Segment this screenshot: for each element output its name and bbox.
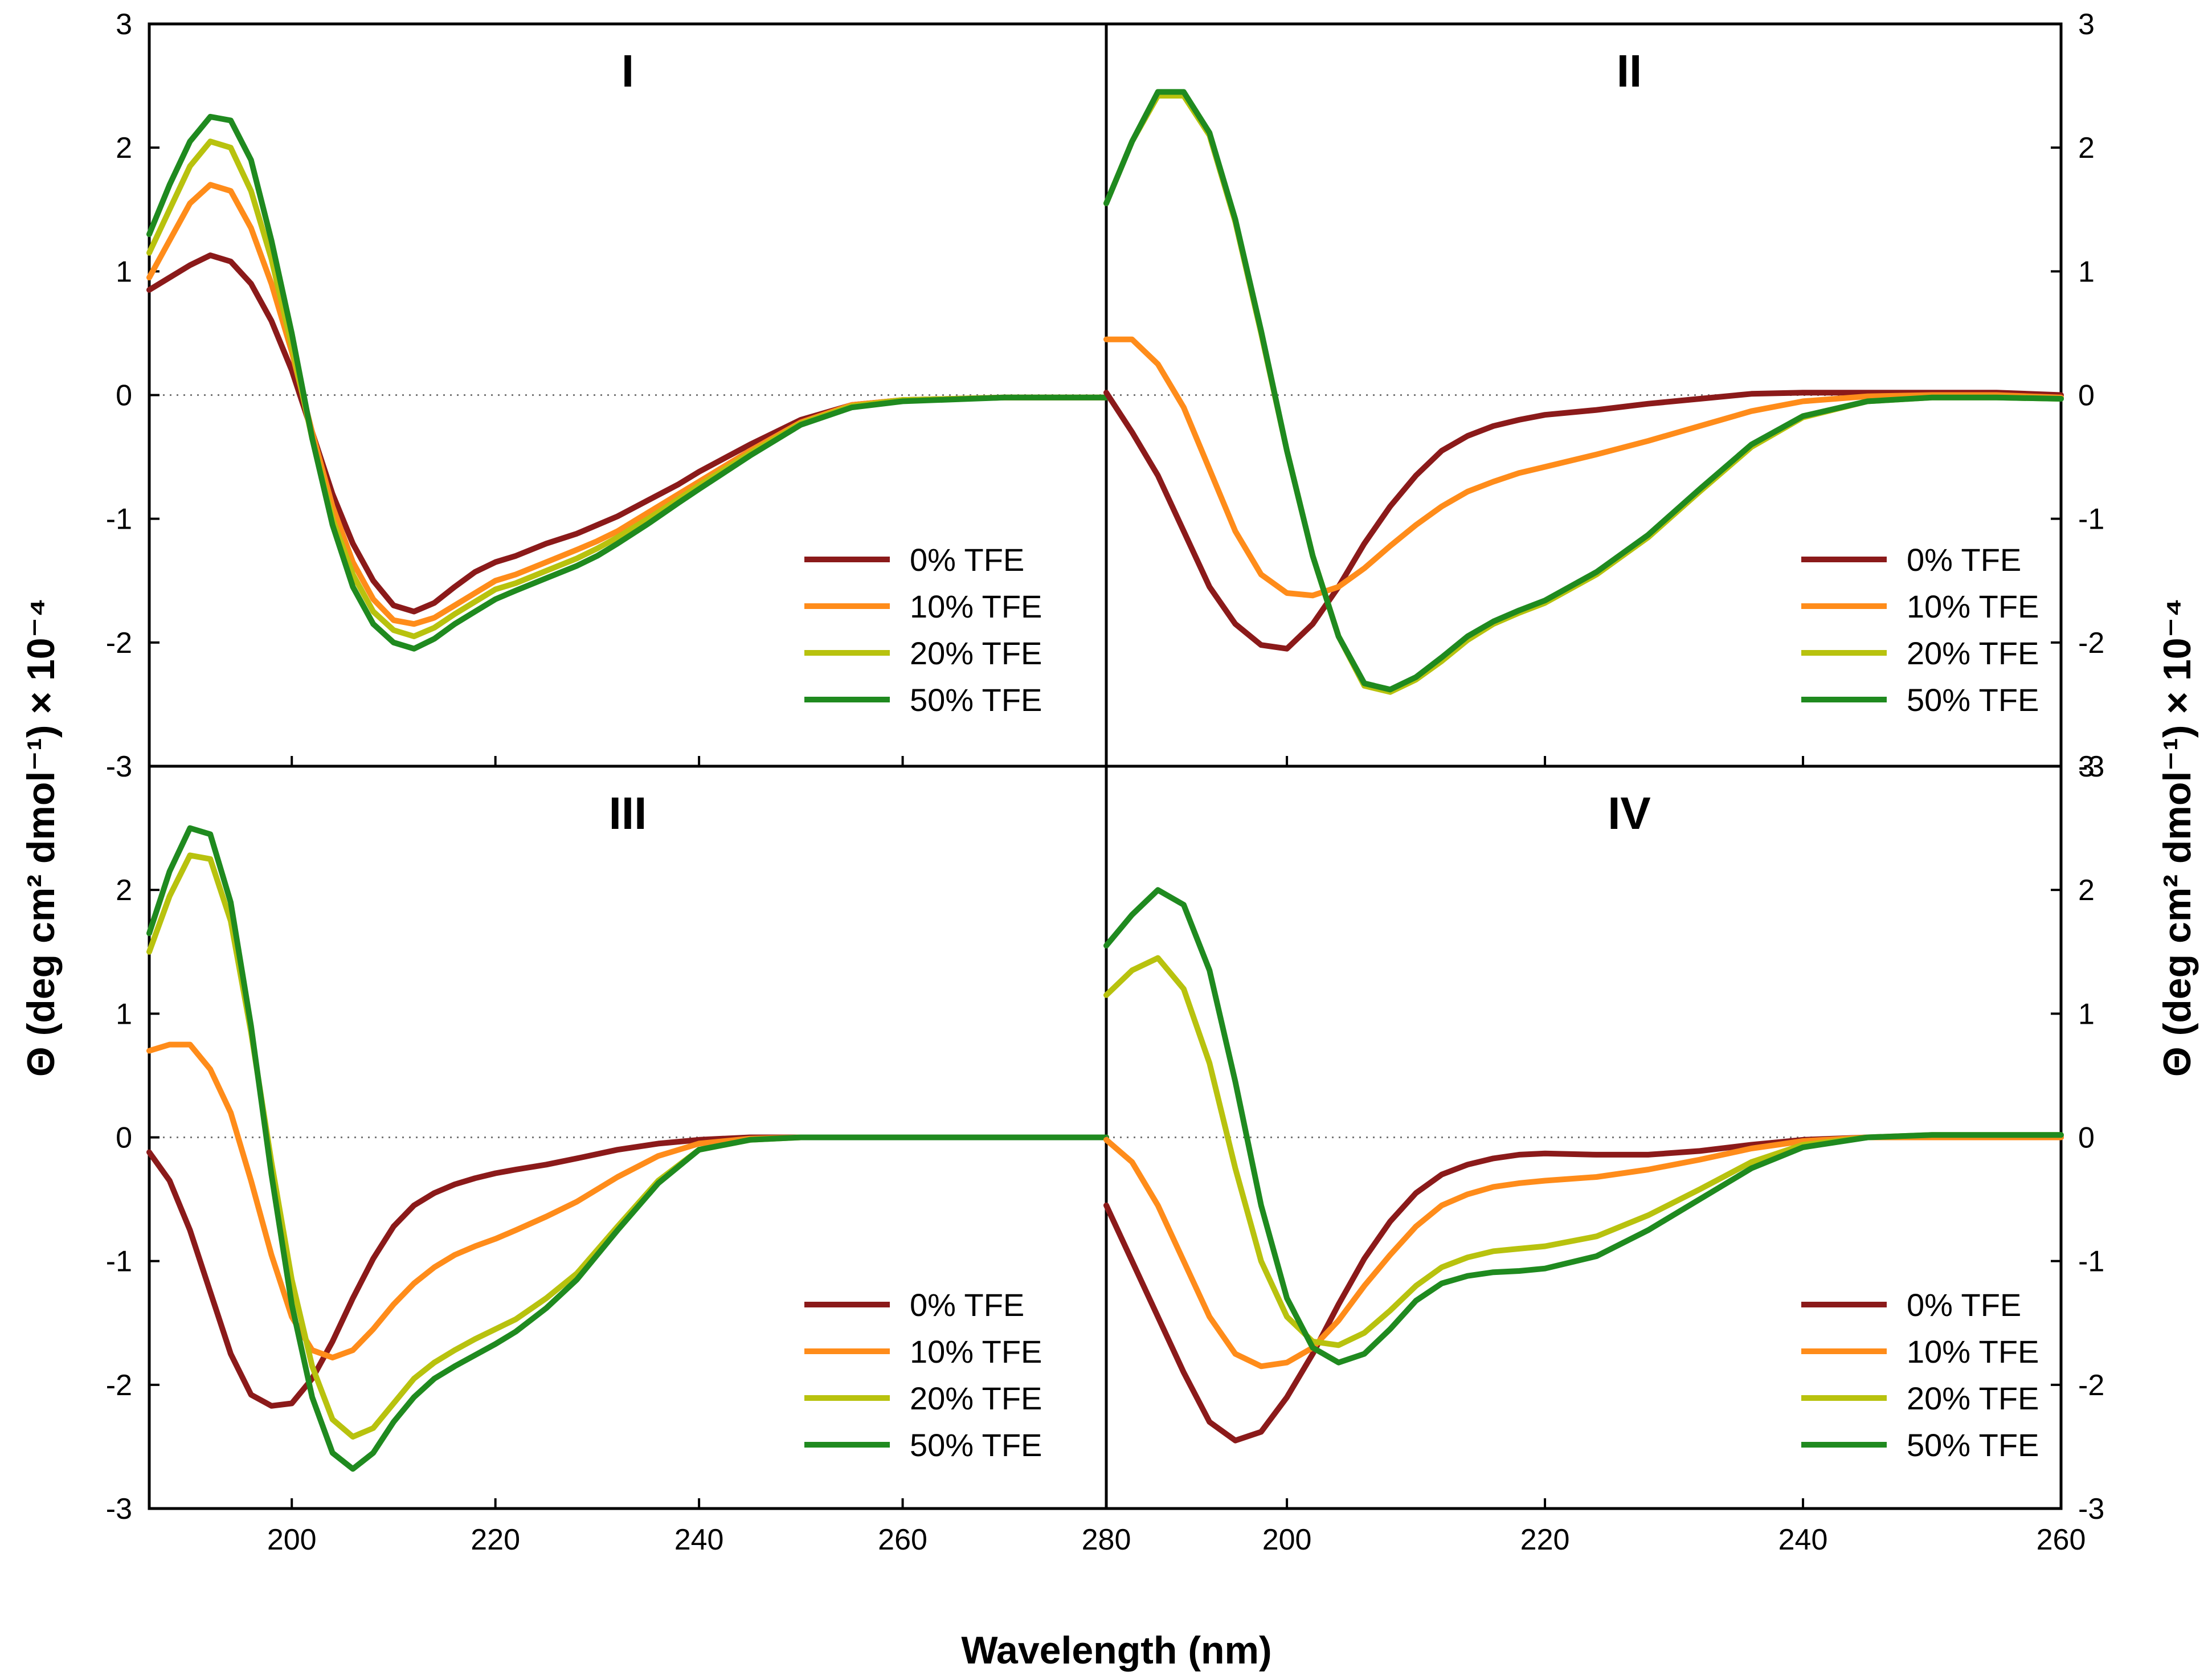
legend-label: 10% TFE <box>1907 1334 2039 1370</box>
x-tick-label: 260 <box>2037 1523 2086 1556</box>
panel-label: IV <box>1608 788 1651 839</box>
series-line-50-tfe <box>146 113 1109 652</box>
series-line-10-tfe <box>146 1041 1109 1361</box>
panel-label: III <box>609 788 647 839</box>
plot-frame <box>148 22 2063 1510</box>
x-tick-label: 280 <box>1082 1523 1131 1556</box>
x-tick-label: 260 <box>878 1523 927 1556</box>
y-tick-label: 0 <box>116 1122 132 1155</box>
legend-label: 0% TFE <box>1907 542 2021 578</box>
y-tick-label: -2 <box>106 627 132 660</box>
legend-label: 10% TFE <box>910 1334 1042 1370</box>
y-tick-label: -1 <box>2078 503 2104 536</box>
x-tick-label: 200 <box>1262 1523 1312 1556</box>
series-line-50-tfe <box>1103 887 2064 1366</box>
y-tick-label: 0 <box>2078 379 2095 412</box>
y-tick-label: -3 <box>2078 750 2104 783</box>
panel-IV: -3 -2 -1 0 1 2 3 200 220 240 260 IV 0% TFE 10% TFE 20%… <box>1103 750 2104 1556</box>
y-tick-label: 1 <box>116 255 132 288</box>
x-tick-label: 220 <box>471 1523 520 1556</box>
y-tick-label: 2 <box>116 874 132 907</box>
series-line-10-tfe <box>1103 336 2064 599</box>
series-line-20-tfe <box>1103 955 2064 1348</box>
y-tick-label: 3 <box>116 750 132 783</box>
legend: 0% TFE 10% TFE 20% TFE 50% TFE <box>804 542 1042 718</box>
y-tick-label: 1 <box>2078 255 2095 288</box>
y-tick-label: 0 <box>116 379 132 412</box>
y-tick-label: 2 <box>2078 132 2095 165</box>
legend-label: 0% TFE <box>910 542 1024 578</box>
legend: 0% TFE 10% TFE 20% TFE 50% TFE <box>804 1287 1042 1463</box>
legend-label: 20% TFE <box>910 1380 1042 1416</box>
series-line-0-tfe <box>146 1134 1109 1409</box>
legend-label: 50% TFE <box>910 1427 1042 1463</box>
y-tick-label: -3 <box>106 750 132 783</box>
legend-label: 50% TFE <box>1907 682 2039 718</box>
y-tick-label: 1 <box>2078 998 2095 1031</box>
y-axis-title-left: Θ (deg cm² dmol⁻¹) × 10⁻⁴ <box>19 598 63 1077</box>
y-tick-label: 1 <box>116 998 132 1031</box>
panel-label: I <box>622 46 634 96</box>
panel-II: -3 -2 -1 0 1 2 3 II 0% TFE 10% TFE 20% TFE 50% TFE <box>1103 8 2104 783</box>
y-tick-label: -2 <box>2078 1369 2104 1402</box>
legend-label: 20% TFE <box>910 635 1042 671</box>
y-axis-title-right: Θ (deg cm² dmol⁻¹) × 10⁻⁴ <box>2156 598 2199 1077</box>
x-tick-label: 220 <box>1520 1523 1570 1556</box>
y-tick-label: -3 <box>106 1493 132 1526</box>
y-tick-label: -2 <box>2078 627 2104 660</box>
y-tick-label: 3 <box>116 8 132 41</box>
legend: 0% TFE 10% TFE 20% TFE 50% TFE <box>1801 542 2039 718</box>
series-line-50-tfe <box>146 825 1109 1472</box>
legend-label: 10% TFE <box>910 588 1042 624</box>
y-tick-label: 2 <box>2078 874 2095 907</box>
legend-label: 20% TFE <box>1907 1380 2039 1416</box>
panel-III: -3 -2 -1 0 1 2 3 200 220 240 260 280 III 0% TFE 10% TF… <box>106 750 1131 1556</box>
x-tick-label: 200 <box>267 1523 317 1556</box>
y-tick-label: -1 <box>106 503 132 536</box>
x-axis-title: Wavelength (nm) <box>961 1629 1271 1672</box>
y-tick-label: -1 <box>106 1245 132 1278</box>
y-tick-label: 3 <box>2078 8 2095 41</box>
legend-label: 0% TFE <box>910 1287 1024 1323</box>
legend-label: 0% TFE <box>1907 1287 2021 1323</box>
legend-label: 10% TFE <box>1907 588 2039 624</box>
y-tick-label: 0 <box>2078 1122 2095 1155</box>
y-tick-label: -2 <box>106 1369 132 1402</box>
y-tick-label: 3 <box>2078 750 2095 783</box>
series-line-50-tfe <box>1103 89 2064 693</box>
series-line-10-tfe <box>1103 1134 2064 1370</box>
legend-label: 50% TFE <box>1907 1427 2039 1463</box>
legend-label: 50% TFE <box>910 682 1042 718</box>
panel-I: -3 -2 -1 0 1 2 3 I 0% TFE 10% TFE 20% TFE 50% TFE <box>106 8 1109 783</box>
legend: 0% TFE 10% TFE 20% TFE 50% TFE <box>1801 1287 2039 1463</box>
x-tick-label: 240 <box>674 1523 724 1556</box>
series-line-0-tfe <box>1103 390 2064 652</box>
panel-label: II <box>1617 46 1642 96</box>
x-tick-label: 240 <box>1778 1523 1828 1556</box>
y-tick-label: -1 <box>2078 1245 2104 1278</box>
legend-label: 20% TFE <box>1907 635 2039 671</box>
y-tick-label: -3 <box>2078 1493 2104 1526</box>
y-tick-label: 2 <box>116 132 132 165</box>
series-line-0-tfe <box>146 252 1109 615</box>
